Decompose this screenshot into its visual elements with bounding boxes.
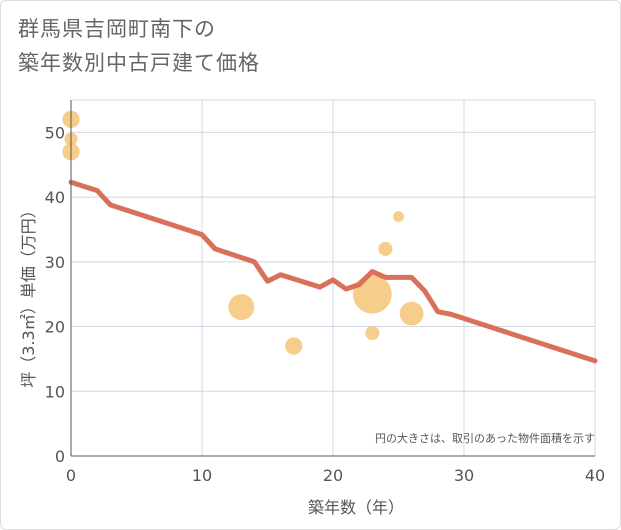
axes: 0 10 20 30 40 0 10 20 30 40 50: [45, 100, 606, 485]
x-tick-label: 20: [323, 466, 343, 485]
data-bubble: [393, 211, 404, 222]
y-tick-label: 30: [45, 253, 65, 272]
y-tick-label: 10: [45, 382, 65, 401]
x-tick-label: 30: [454, 466, 474, 485]
y-tick-label: 50: [45, 123, 65, 142]
data-bubble: [365, 326, 379, 340]
data-bubble: [378, 242, 392, 256]
data-bubble: [353, 275, 392, 314]
chart-svg: 0 10 20 30 40 0 10 20 30 40 50 円の大きさは、取引のあった物件面積を示…: [0, 0, 621, 530]
y-tick-label: 20: [45, 318, 65, 337]
x-tick-label: 10: [192, 466, 212, 485]
y-axis-title: 坪（3.3㎡）単価（万円）: [19, 202, 38, 387]
y-tick-label: 40: [45, 188, 65, 207]
x-tick-label: 40: [585, 466, 605, 485]
data-bubble: [400, 302, 424, 326]
y-tick-label: 0: [55, 447, 65, 466]
data-bubble: [228, 294, 254, 320]
bubble-size-note: 円の大きさは、取引のあった物件面積を示す: [375, 431, 595, 445]
bubbles: [62, 111, 423, 355]
x-tick-label: 0: [66, 466, 76, 485]
x-axis-title: 築年数（年）: [308, 498, 404, 517]
data-bubble: [285, 337, 302, 354]
